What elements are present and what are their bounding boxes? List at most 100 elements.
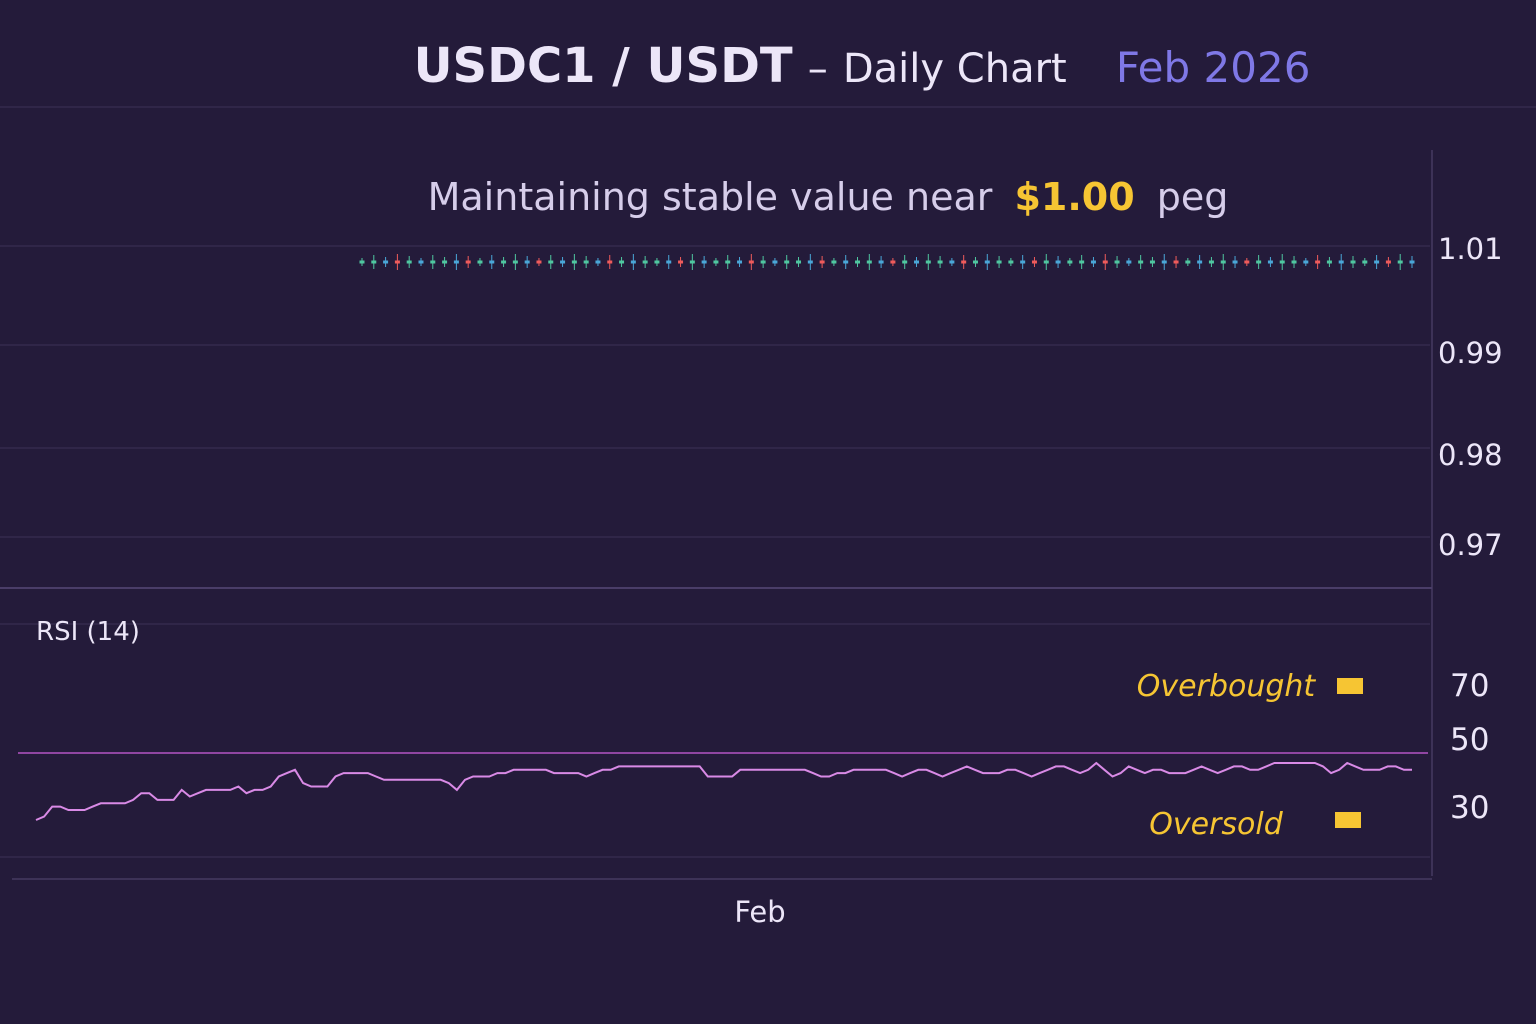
annotation-suffix: peg bbox=[1157, 175, 1229, 219]
candle bbox=[689, 260, 695, 264]
candle bbox=[654, 260, 660, 264]
candle bbox=[925, 260, 931, 264]
candle bbox=[984, 260, 990, 264]
candle bbox=[1126, 260, 1132, 264]
peg-annotation: Maintaining stable value near $1.00 peg bbox=[428, 175, 1229, 219]
candle bbox=[548, 260, 554, 264]
candle bbox=[784, 260, 790, 264]
candle bbox=[1374, 260, 1380, 264]
candle bbox=[571, 260, 577, 264]
candle bbox=[1338, 260, 1344, 264]
candle bbox=[453, 260, 459, 264]
title-dash: – bbox=[808, 46, 828, 92]
candle bbox=[442, 260, 448, 264]
candle bbox=[1208, 260, 1214, 264]
candle bbox=[1244, 260, 1250, 264]
candle bbox=[890, 260, 896, 264]
chart-subtitle: Daily Chart bbox=[843, 46, 1067, 92]
candle bbox=[607, 260, 613, 264]
candle bbox=[1020, 260, 1026, 264]
candle bbox=[465, 260, 471, 264]
candle bbox=[371, 260, 377, 264]
candle bbox=[1114, 260, 1120, 264]
price-tick-label: 0.97 bbox=[1438, 528, 1503, 562]
candle bbox=[1362, 260, 1368, 264]
candle bbox=[819, 260, 825, 264]
candle bbox=[595, 260, 601, 264]
candle bbox=[359, 260, 365, 264]
annotation-prefix: Maintaining stable value near bbox=[428, 175, 993, 219]
candle bbox=[430, 260, 436, 264]
annotation-highlight: $1.00 bbox=[1014, 175, 1134, 219]
candle bbox=[560, 260, 566, 264]
candle bbox=[1279, 260, 1285, 264]
candle bbox=[1397, 260, 1403, 264]
candle bbox=[1267, 260, 1273, 264]
pair-name: USDC1 / USDT bbox=[414, 38, 793, 94]
candle bbox=[1185, 260, 1191, 264]
rsi-axis: 70 50 30 bbox=[1450, 668, 1489, 826]
candle bbox=[796, 260, 802, 264]
candle bbox=[524, 260, 530, 264]
price-tick-label: 1.01 bbox=[1438, 232, 1503, 266]
candle bbox=[1326, 260, 1332, 264]
candlestick-series bbox=[359, 254, 1415, 270]
candle bbox=[996, 260, 1002, 264]
candle bbox=[1173, 260, 1179, 264]
candle bbox=[972, 260, 978, 264]
candle bbox=[913, 260, 919, 264]
candle bbox=[489, 260, 495, 264]
candle bbox=[630, 260, 636, 264]
candle bbox=[678, 260, 684, 264]
chart-date: Feb 2026 bbox=[1116, 43, 1311, 92]
candle bbox=[949, 260, 955, 264]
candle bbox=[1102, 260, 1108, 264]
price-axis: 1.01 0.99 0.98 0.97 bbox=[1438, 232, 1503, 562]
candle bbox=[394, 260, 400, 264]
candle bbox=[1220, 260, 1226, 264]
candle bbox=[961, 260, 967, 264]
candle bbox=[1197, 260, 1203, 264]
candle bbox=[477, 260, 483, 264]
candle bbox=[1315, 260, 1321, 264]
candle bbox=[831, 260, 837, 264]
candle bbox=[1256, 260, 1262, 264]
candle bbox=[760, 260, 766, 264]
candle bbox=[748, 260, 754, 264]
overbought-marker bbox=[1337, 678, 1363, 694]
candle bbox=[713, 260, 719, 264]
x-axis-label: Feb bbox=[734, 895, 785, 929]
candle bbox=[937, 260, 943, 264]
candle bbox=[772, 260, 778, 264]
rsi-tick-label: 50 bbox=[1450, 722, 1489, 758]
candle bbox=[1350, 260, 1356, 264]
candle bbox=[1090, 260, 1096, 264]
candle bbox=[855, 260, 861, 264]
candle bbox=[1043, 260, 1049, 264]
rsi-label: RSI (14) bbox=[36, 617, 140, 647]
candle bbox=[406, 260, 412, 264]
candle bbox=[512, 260, 518, 264]
candle bbox=[737, 260, 743, 264]
candle bbox=[1149, 260, 1155, 264]
price-tick-label: 0.98 bbox=[1438, 438, 1503, 472]
candle bbox=[1303, 260, 1309, 264]
candle bbox=[725, 260, 731, 264]
candle bbox=[501, 260, 507, 264]
candle bbox=[418, 260, 424, 264]
oversold-marker bbox=[1335, 812, 1361, 828]
candle bbox=[902, 260, 908, 264]
candle bbox=[807, 260, 813, 264]
candle bbox=[1079, 260, 1085, 264]
candle bbox=[1291, 260, 1297, 264]
candle bbox=[583, 260, 589, 264]
candle bbox=[1031, 260, 1037, 264]
candle bbox=[1138, 260, 1144, 264]
candle bbox=[1161, 260, 1167, 264]
candle bbox=[642, 260, 648, 264]
candle bbox=[1055, 260, 1061, 264]
candle bbox=[843, 260, 849, 264]
candle bbox=[701, 260, 707, 264]
